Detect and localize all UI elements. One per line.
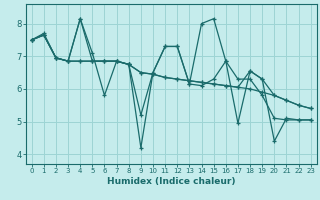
X-axis label: Humidex (Indice chaleur): Humidex (Indice chaleur): [107, 177, 236, 186]
